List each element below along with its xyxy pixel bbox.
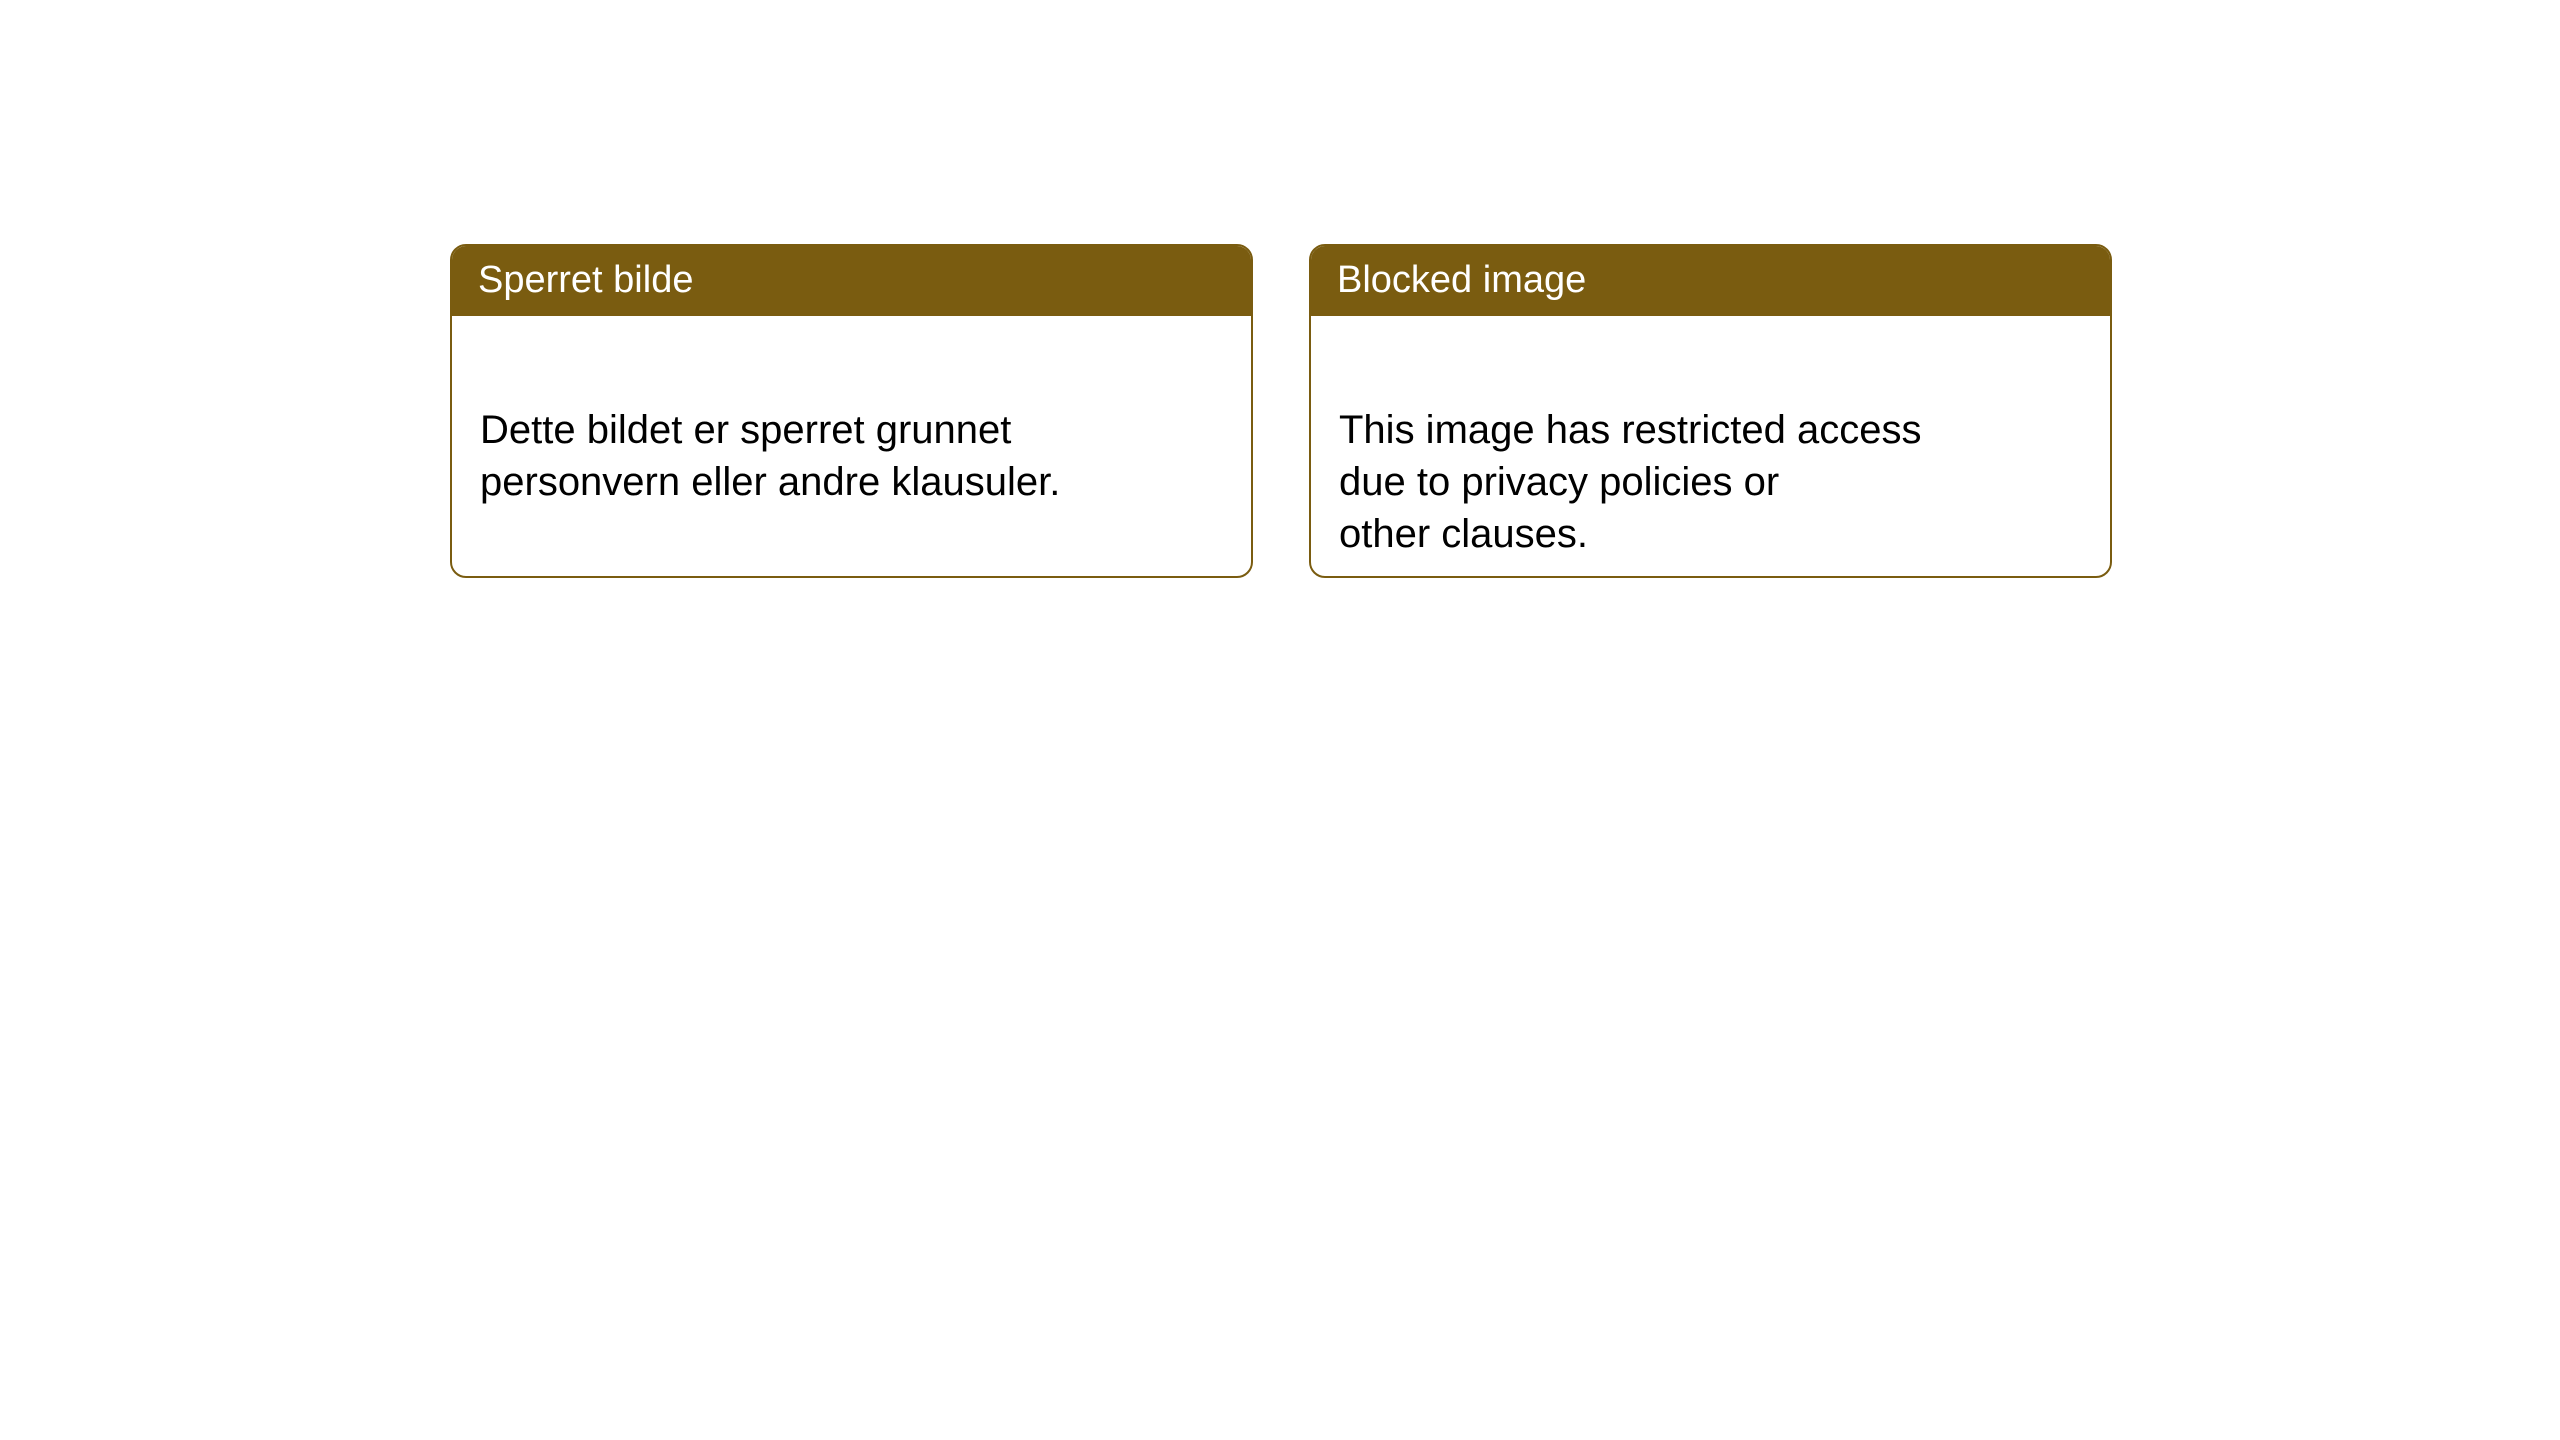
- card-header: Blocked image: [1311, 246, 2110, 316]
- card-title: Blocked image: [1337, 259, 1586, 301]
- card-title: Sperret bilde: [478, 259, 693, 301]
- card-body: Dette bildet er sperret grunnet personve…: [452, 316, 1251, 544]
- card-body-text: This image has restricted access due to …: [1339, 408, 1921, 556]
- card-body: This image has restricted access due to …: [1311, 316, 2110, 578]
- cards-container: Sperret bilde Dette bildet er sperret gr…: [450, 244, 2112, 578]
- blocked-image-card-no: Sperret bilde Dette bildet er sperret gr…: [450, 244, 1253, 578]
- card-body-text: Dette bildet er sperret grunnet personve…: [480, 408, 1060, 504]
- card-header: Sperret bilde: [452, 246, 1251, 316]
- blocked-image-card-en: Blocked image This image has restricted …: [1309, 244, 2112, 578]
